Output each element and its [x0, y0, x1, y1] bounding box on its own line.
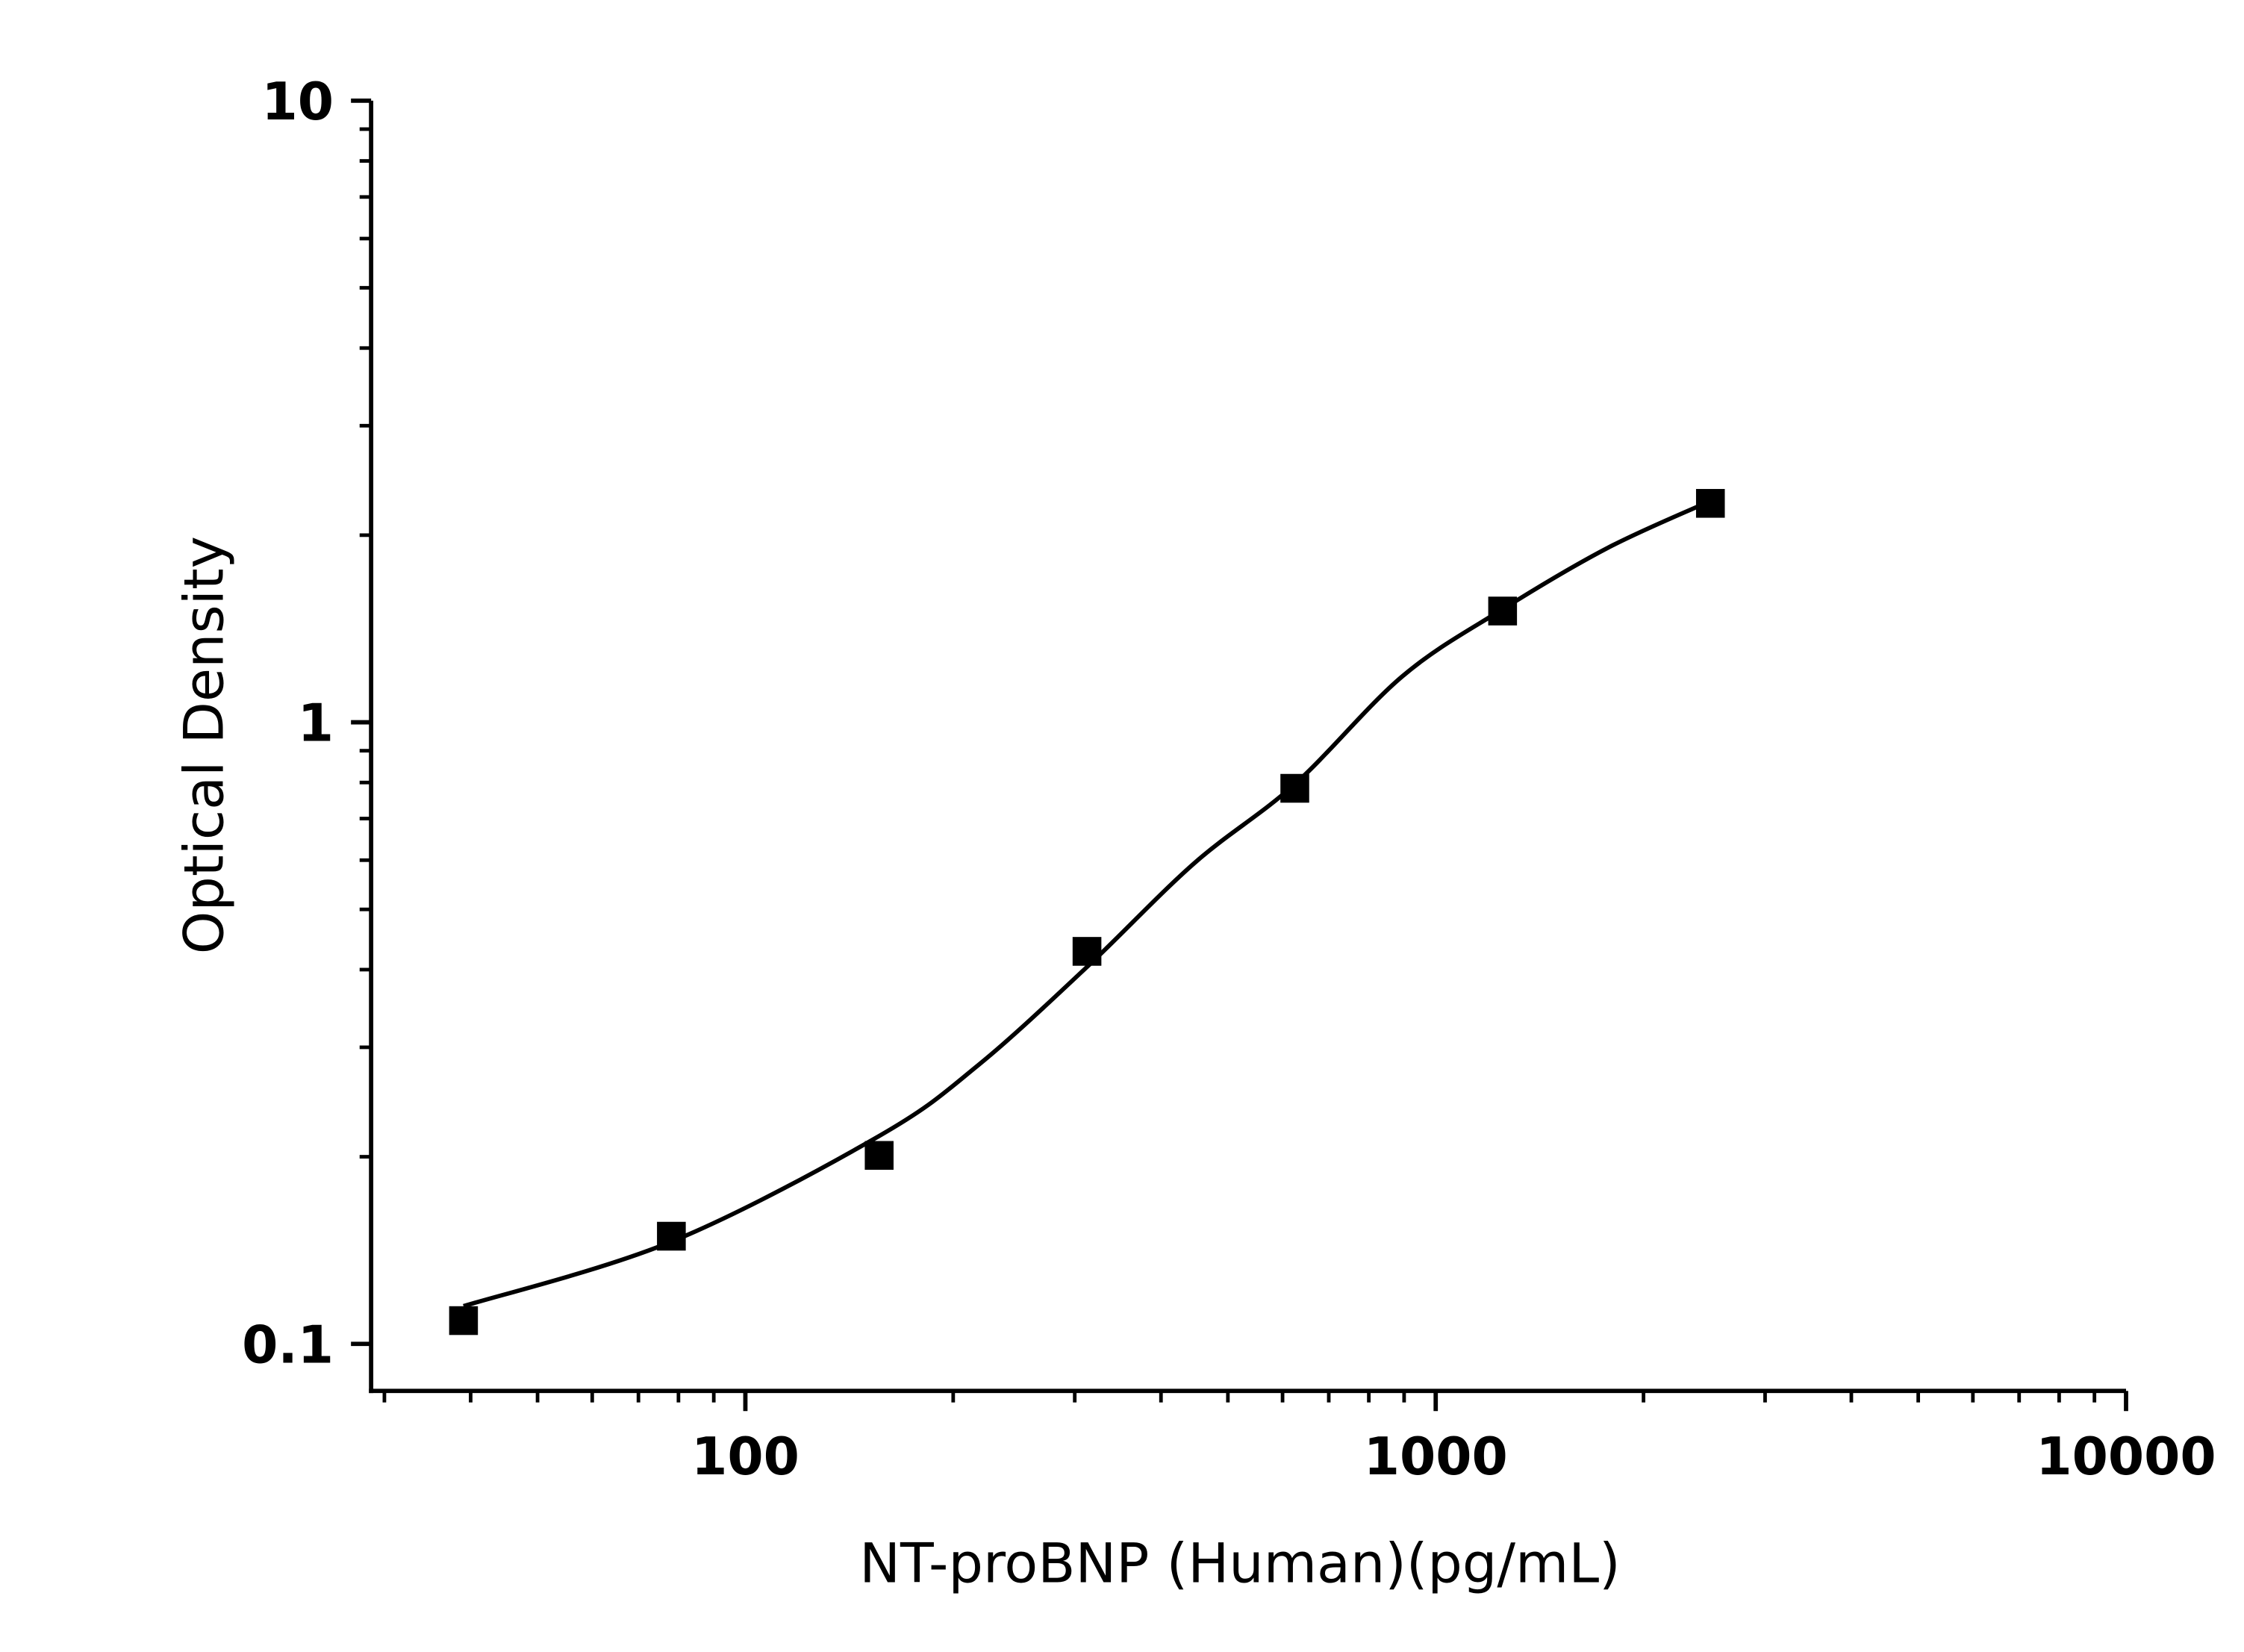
y-tick-label: 1: [298, 694, 334, 754]
data-point: [449, 1306, 479, 1335]
x-tick-label: 100: [691, 1427, 800, 1487]
x-axis-title: NT-proBNP (Human)(pg/mL): [859, 1533, 1620, 1596]
y-axis-title: Optical Density: [173, 536, 237, 954]
data-point: [1280, 773, 1309, 803]
x-tick-label: 10000: [2036, 1427, 2216, 1487]
x-tick-label: 1000: [1364, 1427, 1508, 1487]
data-point: [864, 1141, 894, 1171]
y-tick-label: 0.1: [242, 1315, 334, 1375]
y-tick-label: 10: [262, 72, 334, 132]
fit-curve: [463, 499, 1712, 1309]
data-point: [1072, 937, 1102, 966]
